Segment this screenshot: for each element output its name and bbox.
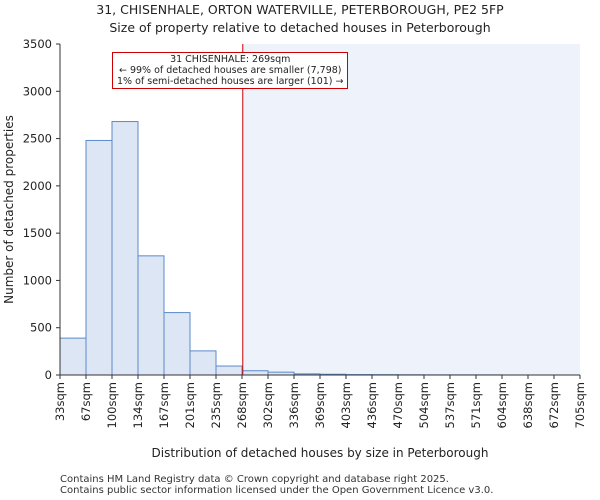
x-tick-label: 268sqm: [235, 382, 249, 428]
x-tick-label: 134sqm: [131, 382, 145, 428]
x-tick-label: 403sqm: [339, 382, 353, 428]
annotation-line-2: ← 99% of detached houses are smaller (7,…: [118, 65, 342, 76]
highlight-region: [242, 44, 580, 375]
x-tick-label: 571sqm: [469, 382, 483, 428]
bar-235sqm: [215, 365, 243, 376]
chart-title: 31, CHISENHALE, ORTON WATERVILLE, PETERB…: [96, 2, 504, 17]
y-tick-label: 2000: [23, 179, 52, 193]
bar-268sqm: [241, 370, 269, 376]
y-tick-label: 3000: [23, 84, 52, 98]
x-tick-label: 537sqm: [443, 382, 457, 428]
y-tick-label: 0: [45, 368, 52, 382]
chart-subtitle: Size of property relative to detached ho…: [109, 20, 491, 35]
x-tick-label: 470sqm: [391, 382, 405, 428]
bar-67sqm: [85, 139, 113, 376]
x-axis-label: Distribution of detached houses by size …: [152, 446, 489, 460]
annotation-line-3: 1% of semi-detached houses are larger (1…: [117, 76, 344, 87]
y-tick-label: 3500: [23, 37, 52, 51]
x-tick-label: 167sqm: [157, 382, 171, 428]
y-axis-label: Number of detached properties: [2, 115, 16, 304]
x-tick-label: 436sqm: [365, 382, 379, 428]
property-annotation-box: 31 CHISENHALE: 269sqm ← 99% of detached …: [112, 52, 349, 89]
x-tick-label: 201sqm: [183, 382, 197, 428]
annotation-line-1: 31 CHISENHALE: 269sqm: [170, 54, 291, 65]
bar-167sqm: [163, 312, 191, 376]
bar-33sqm: [59, 337, 87, 376]
y-tick-label: 2500: [23, 132, 52, 146]
bar-100sqm: [111, 121, 139, 376]
axes-group: 0 500 1000 1500 2000 2500 3000 3500 33sqm 67sqm 10…: [23, 37, 587, 428]
x-tick-label: 100sqm: [105, 382, 119, 428]
bars-group: [59, 121, 503, 376]
x-tick-label: 302sqm: [261, 382, 275, 428]
y-tick-label: 500: [30, 321, 52, 335]
bar-134sqm: [137, 255, 165, 376]
x-tick-label: 638sqm: [521, 382, 535, 428]
x-tick-label: 336sqm: [287, 382, 301, 428]
footer-line-1: Contains HM Land Registry data © Crown c…: [60, 474, 449, 485]
x-tick-label: 504sqm: [417, 382, 431, 428]
x-tick-label: 705sqm: [573, 382, 587, 428]
x-tick-label: 369sqm: [313, 382, 327, 428]
x-tick-label: 604sqm: [495, 382, 509, 428]
x-tick-label: 235sqm: [209, 382, 223, 428]
y-tick-label: 1000: [23, 273, 52, 287]
footer-line-2: Contains public sector information licen…: [60, 485, 494, 496]
x-tick-label: 67sqm: [79, 382, 93, 421]
x-tick-label: 33sqm: [53, 382, 67, 421]
x-tick-label: 672sqm: [547, 382, 561, 428]
bar-201sqm: [189, 350, 217, 376]
y-tick-label: 1500: [23, 226, 52, 240]
